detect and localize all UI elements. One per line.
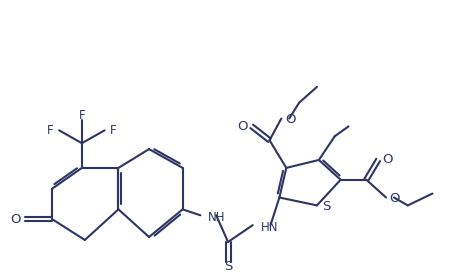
Text: NH: NH bbox=[208, 211, 226, 224]
Text: HN: HN bbox=[261, 221, 278, 234]
Text: F: F bbox=[47, 124, 54, 137]
Text: F: F bbox=[110, 124, 117, 137]
Text: O: O bbox=[382, 153, 392, 167]
Text: O: O bbox=[238, 120, 248, 133]
Text: S: S bbox=[224, 260, 232, 273]
Text: F: F bbox=[79, 109, 85, 122]
Text: O: O bbox=[11, 213, 21, 226]
Text: O: O bbox=[390, 192, 400, 205]
Text: S: S bbox=[322, 200, 330, 213]
Text: O: O bbox=[285, 113, 295, 126]
